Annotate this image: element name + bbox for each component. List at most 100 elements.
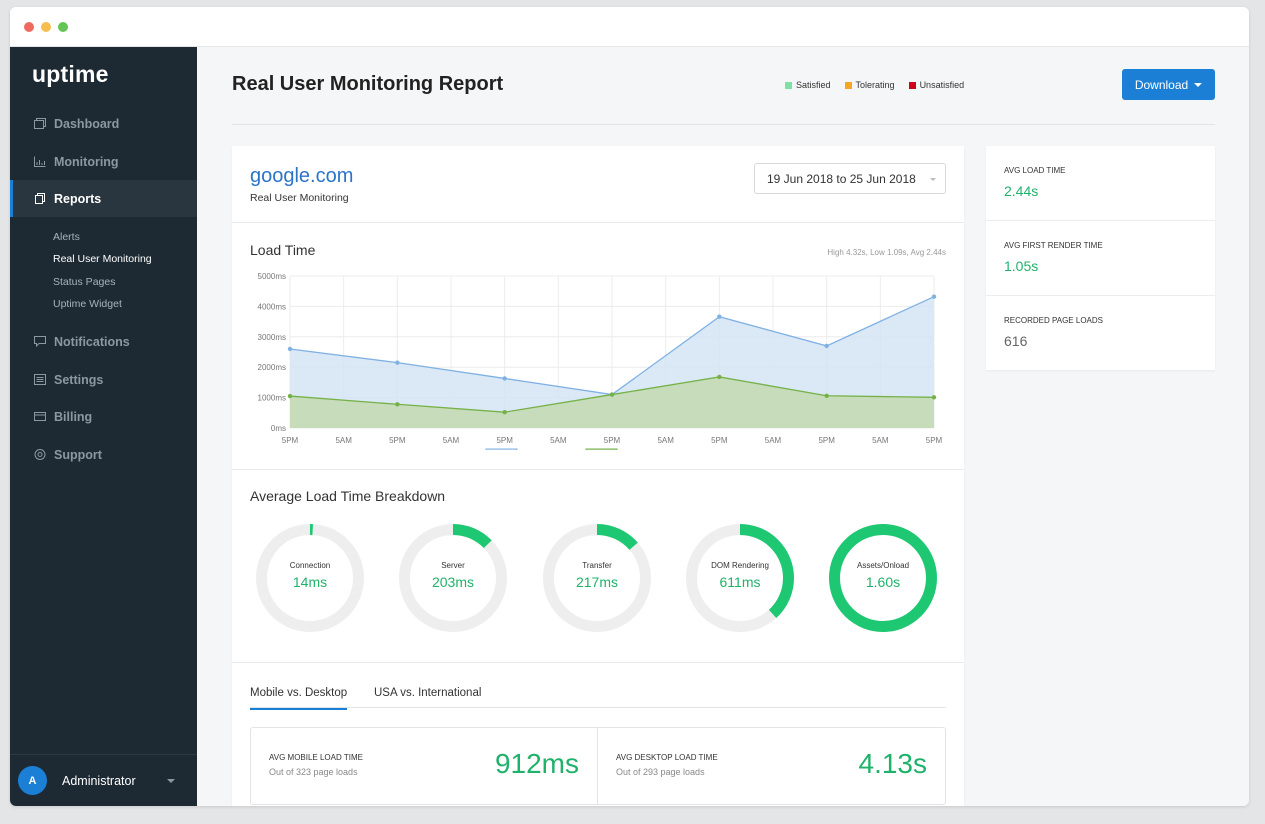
monitoring-icon xyxy=(34,156,46,167)
site-name[interactable]: google.com xyxy=(250,165,354,187)
donut-connection: Connection 14ms xyxy=(256,524,364,632)
y-tick-label: 4000ms xyxy=(258,302,286,311)
chevron-down-icon xyxy=(1194,82,1203,87)
billing-icon xyxy=(34,411,46,422)
chevron-down-icon xyxy=(167,779,175,783)
download-label: Download xyxy=(1134,77,1189,92)
x-tick-label: 5PM xyxy=(496,436,513,445)
window-close-button[interactable] xyxy=(24,22,34,32)
donut-label: Assets/Onload xyxy=(856,561,910,570)
user-name: Administrator xyxy=(62,773,136,788)
date-range-value: 19 Jun 2018 to 25 Jun 2018 xyxy=(767,171,916,186)
avatar: A xyxy=(18,766,47,795)
sidebar-subitem-real-user-monitoring[interactable]: Real User Monitoring xyxy=(53,253,152,265)
sidebar-item-label: Dashboard xyxy=(54,116,120,131)
sidebar-subitem-status-pages[interactable]: Status Pages xyxy=(53,276,116,288)
summary-stats-panel: AVG LOAD TIME 2.44s AVG FIRST RENDER TIM… xyxy=(986,146,1215,370)
comparison-label: AVG MOBILE LOAD TIME xyxy=(269,753,363,762)
x-tick-label: 5AM xyxy=(657,436,674,445)
x-tick-label: 5PM xyxy=(711,436,728,445)
sidebar-item-label: Support xyxy=(54,447,102,462)
comparison-mobile: AVG MOBILE LOAD TIME Out of 323 page loa… xyxy=(251,728,598,804)
load-time-stats: High 4.32s, Low 1.09s, Avg 2.44s xyxy=(827,248,946,257)
date-range-select[interactable]: 19 Jun 2018 to 25 Jun 2018 xyxy=(754,163,946,194)
card-divider xyxy=(232,469,964,470)
data-point xyxy=(287,393,293,399)
load-time-chart: 0ms 1000ms 2000ms 3000ms 4000ms 5000ms 5PM 5AM 5… xyxy=(258,272,943,450)
settings-icon xyxy=(34,374,46,385)
y-tick-label: 5000ms xyxy=(258,272,286,281)
card-divider xyxy=(232,662,964,663)
donut-arc xyxy=(256,524,364,632)
x-tick-label: 5AM xyxy=(872,436,889,445)
x-tick-label: 5AM xyxy=(765,436,782,445)
stat-label: AVG LOAD TIME xyxy=(1004,166,1066,175)
x-tick-label: 5PM xyxy=(282,436,299,445)
card-divider xyxy=(232,222,964,223)
stat-recorded-page-loads: RECORDED PAGE LOADS 616 xyxy=(986,296,1215,371)
sidebar: uptime Dashboard Monitoring Reports Aler… xyxy=(10,47,197,806)
sidebar-item-billing[interactable]: Billing xyxy=(10,398,197,435)
donut-value: 1.60s xyxy=(865,574,901,590)
tab-mobile-vs-desktop[interactable]: Mobile vs. Desktop xyxy=(250,687,348,710)
donut-label: Server xyxy=(441,561,465,570)
y-tick-label: 2000ms xyxy=(258,363,286,372)
stat-value: 1.05s xyxy=(1004,258,1039,274)
breakdown-title: Average Load Time Breakdown xyxy=(250,488,446,504)
data-point xyxy=(717,374,722,380)
comparison-sub: Out of 293 page loads xyxy=(616,767,705,777)
sidebar-item-reports[interactable]: Reports xyxy=(10,180,197,217)
header-divider xyxy=(232,124,1215,125)
support-icon xyxy=(34,449,46,460)
donut-transfer: Transfer 217ms xyxy=(543,524,651,632)
app-logo[interactable]: uptime xyxy=(32,61,109,87)
tab-usa-vs-international[interactable]: USA vs. International xyxy=(374,687,482,699)
data-point xyxy=(824,343,829,349)
sidebar-subitem-uptime-widget[interactable]: Uptime Widget xyxy=(53,298,122,310)
data-point xyxy=(931,395,937,400)
donut-chart xyxy=(399,524,507,632)
load-time-title: Load Time xyxy=(250,242,316,258)
site-subtitle: Real User Monitoring xyxy=(250,192,349,204)
donut-label: Transfer xyxy=(582,561,612,570)
donut-label: Connection xyxy=(289,561,331,570)
sidebar-subitem-alerts[interactable]: Alerts xyxy=(53,231,80,243)
donut-dom-rendering: DOM Rendering 611ms xyxy=(686,524,794,632)
legend-swatch xyxy=(485,448,518,450)
sidebar-item-label: Monitoring xyxy=(54,154,119,169)
comparison-value: 4.13s xyxy=(858,748,928,779)
sidebar-item-dashboard[interactable]: Dashboard xyxy=(10,105,197,142)
y-tick-label: 3000ms xyxy=(258,333,286,342)
sidebar-item-label: Notifications xyxy=(54,334,130,349)
sidebar-item-label: Reports xyxy=(54,191,102,206)
user-menu[interactable]: A Administrator xyxy=(10,754,197,806)
data-point xyxy=(502,409,507,415)
donut-value: 217ms xyxy=(575,574,619,590)
donut-chart xyxy=(256,524,364,632)
x-tick-label: 5PM xyxy=(818,436,835,445)
sidebar-item-label: Settings xyxy=(54,372,104,387)
stat-avg-load-time: AVG LOAD TIME 2.44s xyxy=(986,146,1215,221)
title-bar xyxy=(10,7,1249,47)
sidebar-item-monitoring[interactable]: Monitoring xyxy=(10,143,197,180)
x-tick-label: 5AM xyxy=(443,436,460,445)
download-button[interactable]: Download xyxy=(1122,69,1215,100)
data-point xyxy=(931,294,937,299)
data-point xyxy=(287,346,293,352)
series-area xyxy=(290,376,934,428)
tabs-underline xyxy=(250,707,946,708)
donut-chart xyxy=(829,524,937,632)
window-maximize-button[interactable] xyxy=(58,22,68,32)
donut-chart xyxy=(543,524,651,632)
sidebar-item-support[interactable]: Support xyxy=(10,436,197,473)
stat-value: 2.44s xyxy=(1004,183,1039,199)
window-minimize-button[interactable] xyxy=(41,22,51,32)
sidebar-item-label: Billing xyxy=(54,409,93,424)
data-point xyxy=(824,393,829,398)
sidebar-item-notifications[interactable]: Notifications xyxy=(10,323,197,360)
stat-avg-first-render-time: AVG FIRST RENDER TIME 1.05s xyxy=(986,221,1215,296)
y-tick-label: 0ms xyxy=(271,424,286,433)
main-content: Real User Monitoring Report Satisfied To… xyxy=(197,47,1249,806)
sidebar-item-settings[interactable]: Settings xyxy=(10,361,197,398)
x-tick-label: 5PM xyxy=(604,436,621,445)
